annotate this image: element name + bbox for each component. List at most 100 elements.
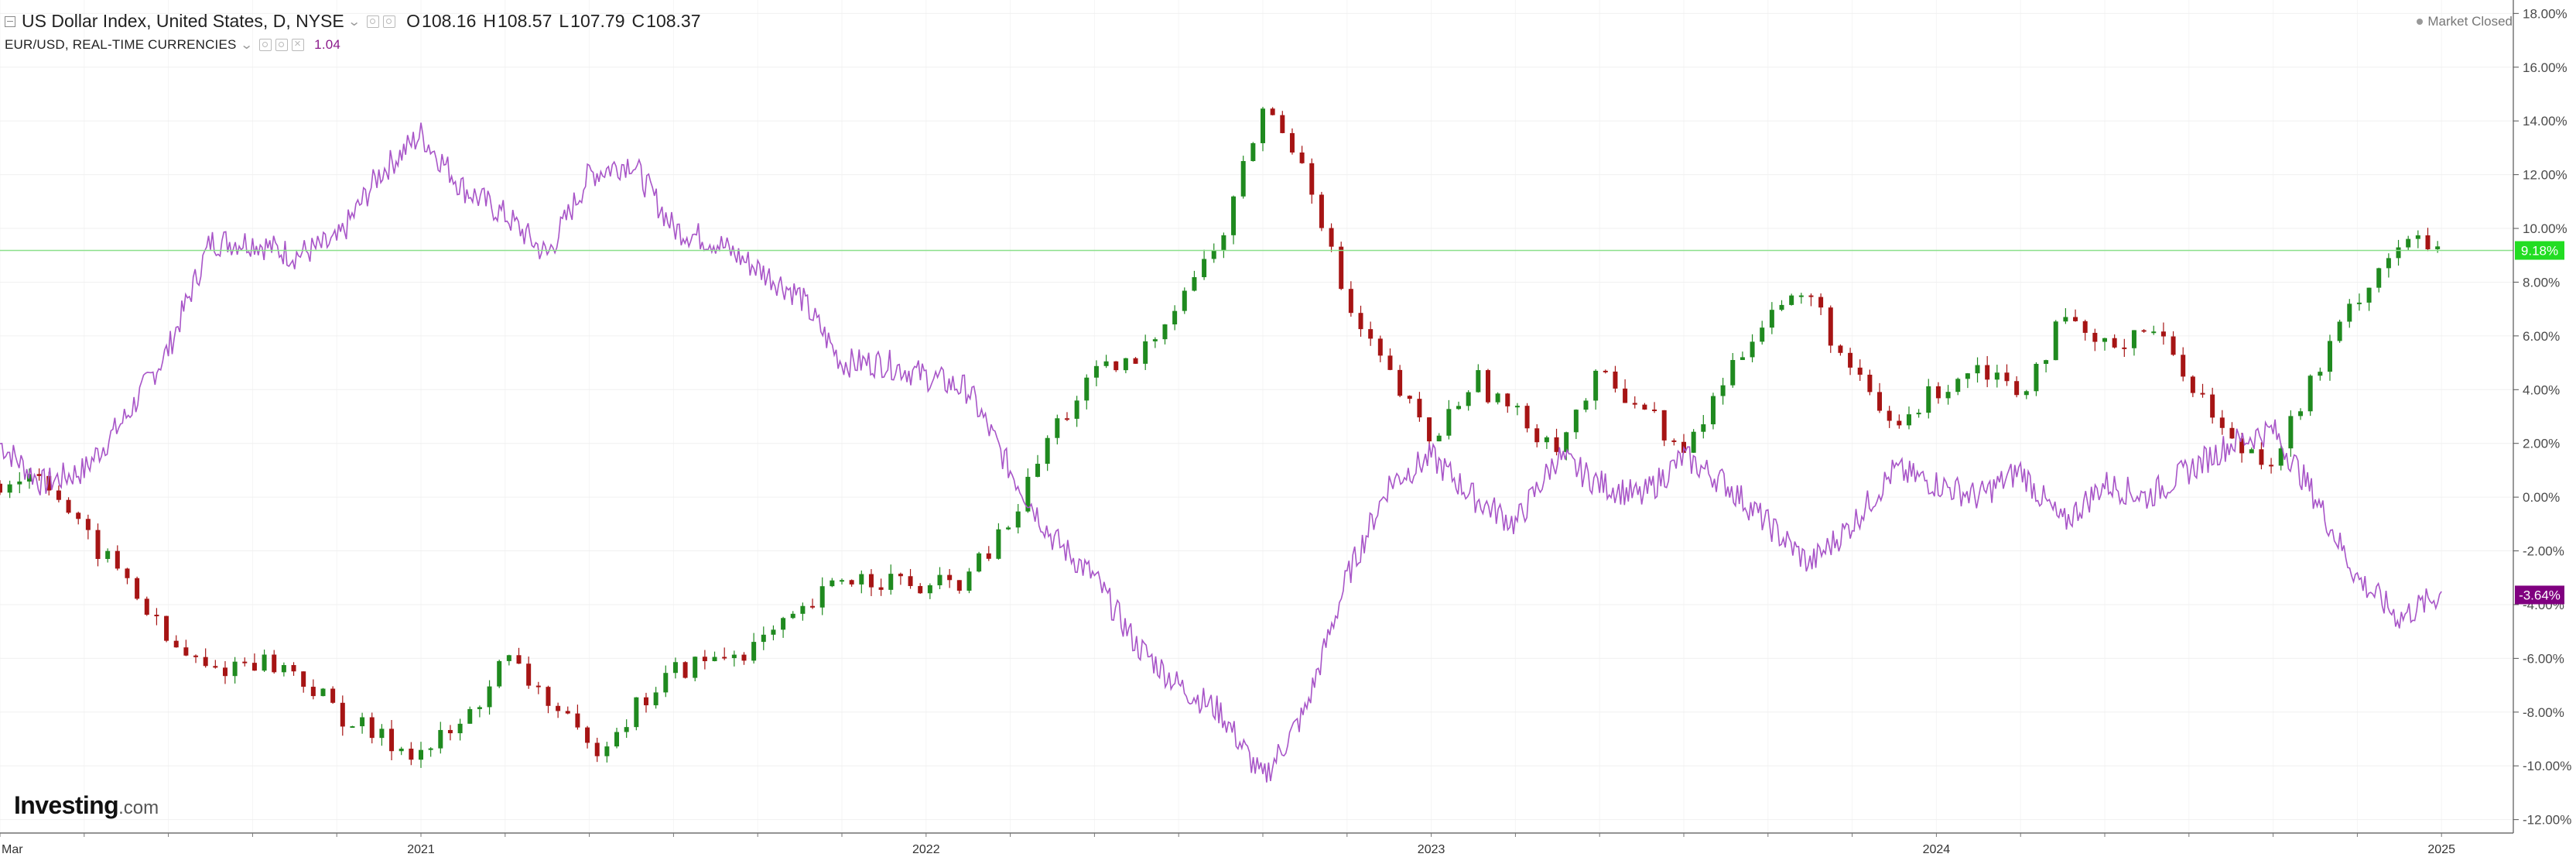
candle	[320, 687, 326, 697]
candle	[888, 564, 894, 595]
compare-price-tag: -3.64%	[2515, 585, 2564, 605]
visibility-icon[interactable]	[259, 39, 272, 51]
candle-body	[477, 707, 482, 709]
candle-body	[1387, 355, 1393, 370]
candle-body	[1642, 404, 1647, 410]
investing-logo[interactable]: Investing .com	[14, 791, 159, 820]
candle-body	[1965, 373, 1970, 379]
compare-series-title[interactable]: EUR/USD, REAL-TIME CURRENCIES	[5, 37, 237, 52]
candle	[2131, 330, 2136, 356]
y-tick-label: -10.00%	[2523, 759, 2571, 773]
candle-body	[2239, 438, 2245, 454]
candle	[193, 654, 199, 663]
candle-body	[144, 598, 149, 615]
candle-body	[1828, 307, 1833, 346]
candle-body	[614, 732, 620, 747]
candle-body	[966, 571, 972, 591]
candle-body	[1652, 410, 1657, 412]
candle-body	[17, 481, 22, 485]
candle	[1838, 344, 1843, 356]
settings-icon[interactable]	[383, 15, 396, 28]
candle	[2415, 230, 2420, 249]
y-tick-label: 8.00%	[2523, 275, 2560, 290]
candle	[1769, 302, 1774, 334]
candle-body	[135, 578, 140, 599]
compare-line-layer	[0, 122, 2442, 783]
candle-body	[183, 647, 189, 656]
candle-body	[1368, 329, 1374, 339]
candle	[1671, 438, 1677, 446]
candle	[497, 660, 502, 688]
remove-icon[interactable]	[292, 37, 305, 51]
candle	[1857, 359, 1863, 382]
candle-body	[1916, 413, 1921, 415]
candle-body	[2435, 246, 2441, 249]
candle-body	[2386, 258, 2391, 269]
candle	[702, 650, 707, 670]
candle	[1446, 399, 1452, 440]
logo-main: Investing	[14, 791, 119, 819]
candle-body	[1436, 435, 1442, 442]
chevron-down-icon[interactable]: ⌄	[239, 39, 254, 52]
candle-body	[526, 663, 532, 686]
candle-body	[232, 661, 238, 677]
candle	[1505, 393, 1510, 413]
candle	[771, 625, 776, 641]
candle-body	[2200, 393, 2205, 395]
candle-body	[672, 662, 678, 674]
candle-body	[1818, 297, 1824, 308]
candle	[1152, 337, 1158, 348]
candle-body	[1583, 400, 1589, 410]
candle	[1534, 423, 1540, 447]
series-title[interactable]: US Dollar Index, United States, D, NYSE	[22, 11, 344, 31]
candle-body	[2102, 338, 2107, 342]
x-axis[interactable]: Mar 2021 2022 2023 2024 2025	[0, 832, 2513, 856]
candle	[2073, 309, 2078, 322]
candle-body	[1270, 108, 1275, 115]
candle-body	[751, 642, 757, 661]
candle-body	[2318, 372, 2323, 376]
chevron-down-icon[interactable]: ⌄	[347, 15, 361, 29]
candle-body	[771, 629, 776, 635]
candle-body	[457, 723, 463, 734]
x-tick-label: 2025	[2427, 843, 2455, 856]
candle	[898, 572, 903, 585]
candle-body	[1250, 142, 1256, 162]
candle	[1945, 385, 1951, 405]
candle-body	[1299, 152, 1305, 163]
collapse-icon[interactable]	[5, 15, 15, 27]
y-axis[interactable]: 18.00% 16.00% 14.00% 12.00% 10.00% 8.00% 6.00%…	[2513, 0, 2571, 833]
candle	[2347, 299, 2352, 328]
candle-body	[604, 746, 610, 756]
candle	[95, 523, 101, 567]
candle-body	[1720, 385, 1726, 396]
candle-body	[1006, 527, 1011, 530]
candle-body	[594, 742, 600, 756]
compare-series-line[interactable]	[0, 122, 2442, 783]
candle-body	[2366, 287, 2372, 303]
candle	[2307, 374, 2313, 417]
candle	[1015, 504, 1021, 533]
compare-series-legend[interactable]: EUR/USD, REAL-TIME CURRENCIES ⌄ 1.04	[5, 37, 340, 53]
candle-body	[868, 574, 874, 588]
candle	[1740, 351, 1745, 361]
main-series-legend[interactable]: US Dollar Index, United States, D, NYSE …	[5, 11, 701, 32]
candle	[360, 712, 365, 734]
candle	[1573, 409, 1579, 440]
candle-body	[164, 615, 169, 641]
candle-body	[1975, 365, 1980, 374]
candle	[927, 583, 932, 599]
candle	[76, 511, 81, 525]
visibility-icon[interactable]	[367, 15, 380, 28]
last-price-tag-bg	[2515, 241, 2564, 260]
candle-body	[409, 749, 414, 760]
candle	[330, 686, 336, 704]
candle-body	[800, 605, 806, 614]
candle-body	[2190, 376, 2195, 393]
candle	[2151, 325, 2157, 335]
candle	[2386, 253, 2391, 278]
settings-icon[interactable]	[275, 39, 289, 51]
candle	[291, 662, 296, 676]
